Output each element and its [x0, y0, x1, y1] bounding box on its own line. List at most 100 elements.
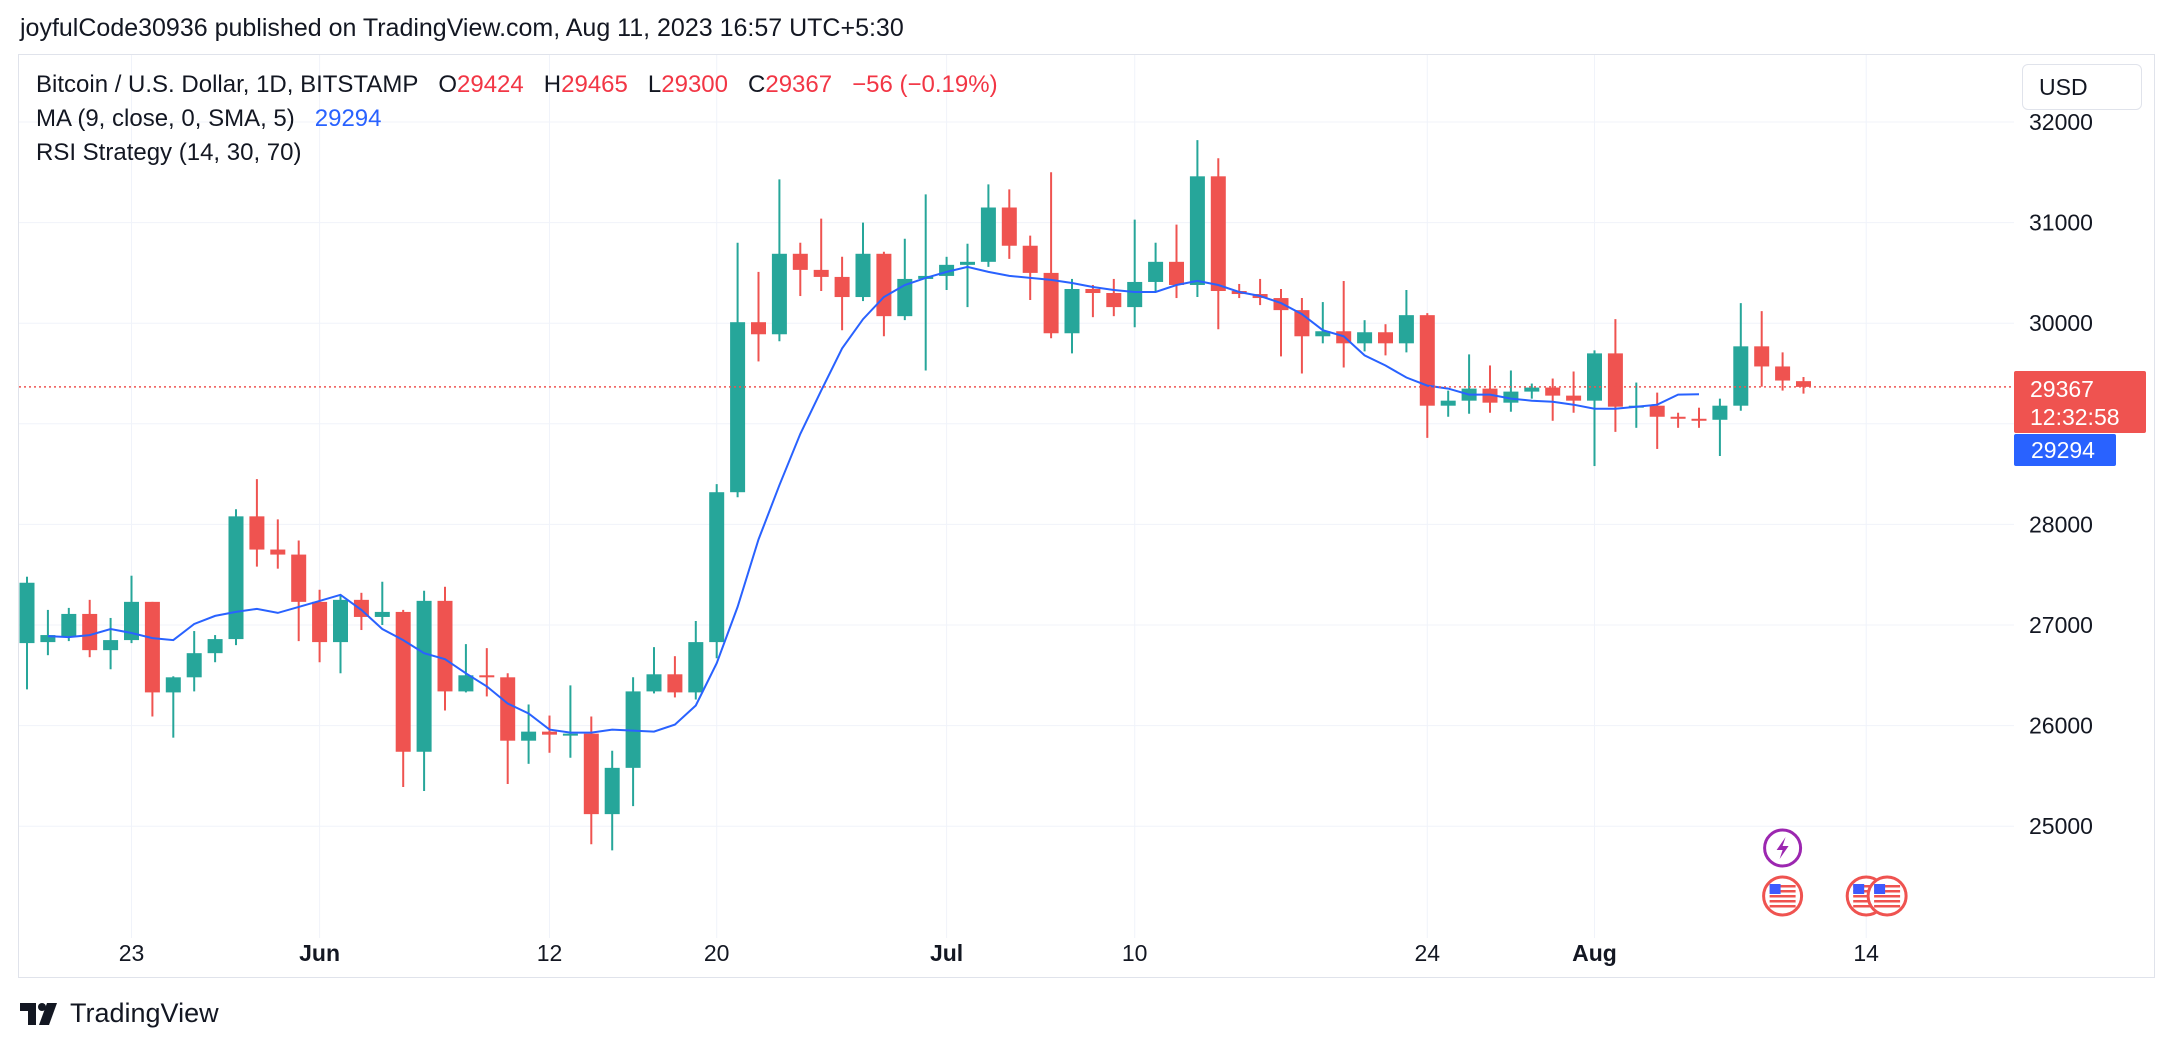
candle-up[interactable]	[980, 184, 996, 267]
candle-up[interactable]	[709, 484, 725, 659]
ma-line[interactable]	[47, 265, 1700, 734]
candle-down[interactable]	[1754, 311, 1770, 387]
legend-symbol: Bitcoin / U.S. Dollar, 1D, BITSTAMP	[36, 71, 419, 98]
candle-up[interactable]	[1127, 219, 1143, 328]
candle-down[interactable]	[1106, 278, 1122, 317]
candle-up[interactable]	[61, 607, 77, 642]
candle-down[interactable]	[1043, 172, 1059, 339]
legend-rsi-strategy[interactable]: RSI Strategy (14, 30, 70)	[36, 139, 301, 167]
candle-up[interactable]	[103, 617, 119, 670]
candle-body	[1503, 391, 1519, 403]
candle-up[interactable]	[1733, 303, 1749, 411]
candle-up[interactable]	[1712, 398, 1728, 456]
candle-down[interactable]	[500, 673, 516, 784]
candle-up[interactable]	[625, 677, 641, 807]
candle-down[interactable]	[1649, 392, 1665, 449]
candle-down[interactable]	[1085, 284, 1101, 318]
candle-up[interactable]	[688, 620, 704, 700]
candle-up[interactable]	[562, 685, 578, 758]
candle-up[interactable]	[186, 631, 202, 692]
candle-down[interactable]	[1607, 319, 1623, 432]
candle-down[interactable]	[1378, 324, 1393, 356]
candle-up[interactable]	[1189, 140, 1205, 298]
grid-layer	[19, 55, 2014, 938]
us-flag-icon[interactable]	[1762, 875, 1804, 917]
candle-up[interactable]	[207, 635, 223, 663]
candle-up[interactable]	[228, 509, 244, 646]
candle-down[interactable]	[353, 592, 369, 631]
candle-up[interactable]	[646, 647, 662, 694]
candle-down[interactable]	[813, 218, 829, 292]
candle-up[interactable]	[40, 609, 56, 656]
candle-down[interactable]	[751, 271, 766, 362]
candle-down[interactable]	[792, 242, 808, 297]
chart-canvas[interactable]: 2500026000270002800029000300003100032000…	[0, 0, 2174, 1000]
candle-down[interactable]	[144, 601, 160, 717]
candle-down[interactable]	[291, 540, 307, 642]
candle-down[interactable]	[542, 715, 557, 753]
candle-body	[771, 253, 787, 335]
candle-body	[1357, 332, 1373, 344]
candle-down[interactable]	[249, 479, 265, 567]
candle-down[interactable]	[1001, 189, 1017, 259]
candle-up[interactable]	[1315, 302, 1331, 344]
candle-down[interactable]	[1482, 365, 1498, 413]
candle-down[interactable]	[1691, 407, 1707, 428]
candle-down[interactable]	[834, 256, 850, 331]
candle-body	[124, 601, 139, 641]
candle-up[interactable]	[960, 243, 975, 308]
candle-down[interactable]	[82, 599, 98, 658]
candle-up[interactable]	[1503, 370, 1519, 412]
legend-ma[interactable]: MA (9, close, 0, SMA, 5) 29294	[36, 105, 382, 133]
candle-up[interactable]	[1398, 290, 1414, 353]
candle-body	[1378, 332, 1393, 344]
candle-down[interactable]	[1294, 298, 1310, 374]
candle-up[interactable]	[855, 222, 871, 302]
candle-up[interactable]	[897, 238, 913, 321]
candle-down[interactable]	[1566, 371, 1582, 413]
flag-canton	[1874, 884, 1886, 894]
candle-up[interactable]	[1461, 354, 1477, 414]
candle-down[interactable]	[479, 648, 495, 697]
candle-up[interactable]	[165, 676, 181, 738]
lightning-icon[interactable]	[1763, 828, 1803, 868]
candle-up[interactable]	[458, 644, 474, 693]
candle-down[interactable]	[667, 656, 683, 698]
candle-up[interactable]	[918, 194, 934, 371]
candle-down[interactable]	[1545, 378, 1561, 421]
candle-down[interactable]	[1670, 412, 1686, 428]
footer-brand[interactable]: TradingView	[20, 998, 219, 1029]
candle-body	[1649, 405, 1665, 417]
candle-down[interactable]	[270, 519, 286, 569]
candle-down[interactable]	[1273, 288, 1289, 357]
us-flag-icon[interactable]	[1866, 875, 1908, 917]
chart-frame[interactable]	[18, 54, 2155, 978]
candle-up[interactable]	[333, 595, 348, 674]
candle-up[interactable]	[604, 750, 620, 851]
candle-down[interactable]	[1796, 377, 1811, 394]
candle-down[interactable]	[583, 716, 599, 845]
candle-up[interactable]	[1064, 278, 1080, 354]
candle-down[interactable]	[1775, 352, 1791, 391]
candle-down[interactable]	[1252, 278, 1268, 306]
candle-up[interactable]	[1357, 320, 1373, 352]
candle-up[interactable]	[1148, 242, 1164, 292]
candle-up[interactable]	[730, 242, 746, 498]
candle-up[interactable]	[771, 179, 787, 342]
candle-body	[939, 264, 955, 276]
candle-up[interactable]	[374, 581, 390, 625]
legend-open-value: 29424	[457, 71, 524, 98]
candle-up[interactable]	[1628, 382, 1644, 428]
candle-down[interactable]	[1022, 235, 1038, 301]
currency-button[interactable]: USD	[2022, 64, 2142, 110]
candle-up[interactable]	[19, 576, 35, 690]
candle-up[interactable]	[124, 575, 139, 644]
candle-down[interactable]	[437, 586, 453, 711]
candle-up[interactable]	[939, 256, 955, 291]
candle-up[interactable]	[1524, 383, 1540, 399]
candle-down[interactable]	[1210, 158, 1226, 330]
candle-up[interactable]	[1440, 390, 1456, 417]
candle-up[interactable]	[416, 590, 432, 791]
candle-down[interactable]	[1336, 280, 1352, 368]
candle-down[interactable]	[1419, 313, 1435, 438]
